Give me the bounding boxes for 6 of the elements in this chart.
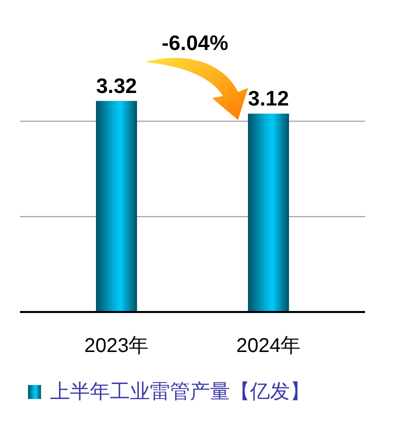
- x-tick-label: 2023年: [84, 335, 149, 357]
- text: -6.04%: [162, 32, 229, 55]
- legend-label: 上半年工业雷管产量【亿发】: [50, 379, 310, 403]
- x-tick-label: 2024年: [236, 335, 301, 357]
- data-label: 3.12: [248, 88, 289, 111]
- data-label: 3.32: [96, 74, 137, 98]
